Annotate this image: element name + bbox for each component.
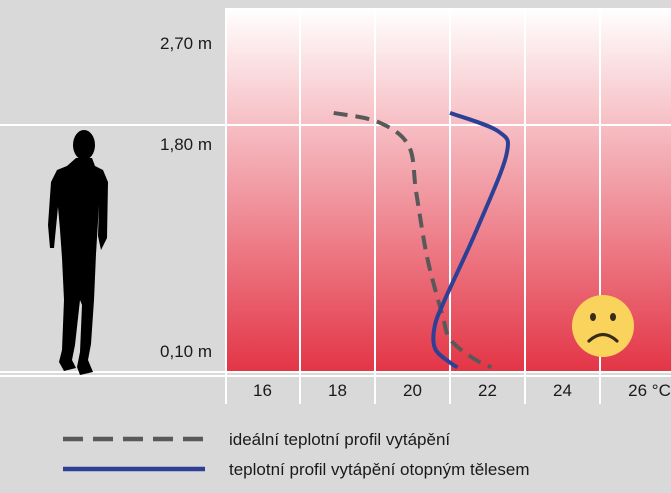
series-line-radiator (431, 111, 511, 370)
legend: ideální teplotní profil vytápění teplotn… (63, 430, 530, 479)
legend-label-ideal: ideální teplotní profil vytápění (229, 430, 450, 449)
x-tick-label: 22 (478, 381, 497, 400)
person-silhouette-icon (48, 130, 108, 375)
x-tick-label: 26 °C (628, 381, 671, 400)
y-tick-label: 0,10 m (160, 342, 212, 361)
x-tick-label: 18 (328, 381, 347, 400)
x-tick-label: 24 (553, 381, 572, 400)
series-line-ideal (333, 110, 493, 370)
x-tick-label: 20 (403, 381, 422, 400)
grid (0, 8, 671, 404)
sad-face-icon (572, 295, 634, 357)
y-tick-label: 2,70 m (160, 34, 212, 53)
x-tick-label: 16 (253, 381, 272, 400)
y-tick-label: 1,80 m (160, 135, 212, 154)
legend-label-radiator: teplotní profil vytápění otopným tělesem (229, 460, 530, 479)
axis-labels: 16 18 20 22 24 26 °C 2,70 m 1,80 m 0,10 m (160, 34, 671, 400)
series-lines (333, 110, 511, 370)
